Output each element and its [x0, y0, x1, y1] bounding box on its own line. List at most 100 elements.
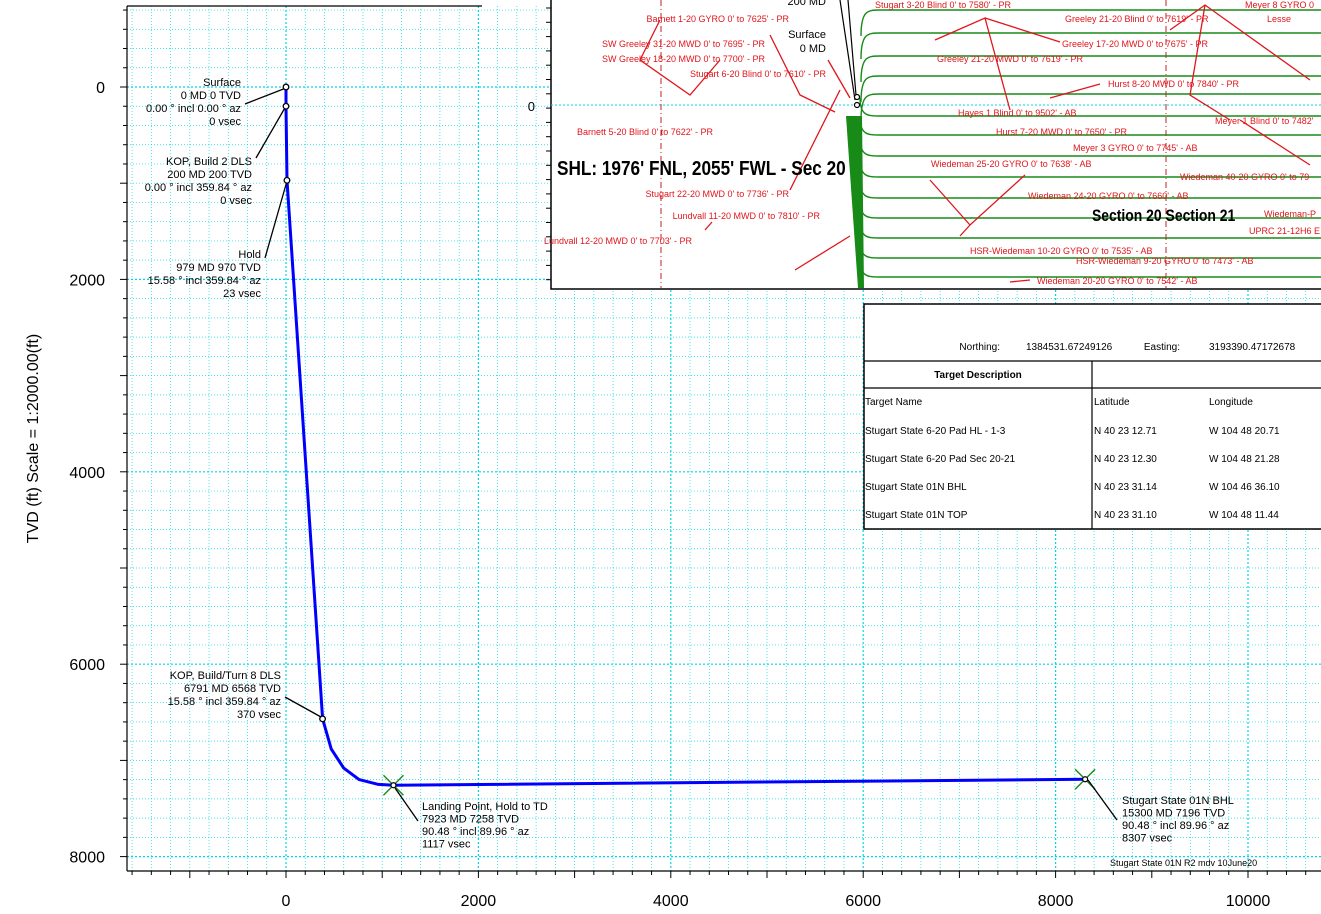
- target-label: 90.48 ° incl 89.96 ° az: [1122, 820, 1229, 832]
- x-tick-label: 10000: [1226, 893, 1271, 910]
- offset-well-label: Barnett 1-20 GYRO 0' to 7625' - PR: [646, 14, 789, 24]
- offset-well-label: UPRC 21-12H6 E: [1249, 226, 1320, 236]
- station-label: 0 vsec: [209, 116, 241, 128]
- easting-label: Easting:: [1144, 342, 1180, 353]
- target-label: Stugart State 01N BHL: [1122, 795, 1234, 807]
- target-label: 90.48 ° incl 89.96 ° az: [422, 826, 529, 838]
- station-label: 370 vsec: [237, 709, 282, 721]
- station-label: 23 vsec: [223, 288, 261, 300]
- y-axis-title: TVD (ft) Scale = 1:2000.00(ft): [25, 334, 42, 543]
- offset-well-path: [984, 17, 1061, 43]
- offset-well-label: SW Greeley 31-20 MWD 0' to 7695' - PR: [602, 39, 765, 49]
- plot-footer-label: Stugart State 01N R2 mdv 10June20: [1110, 858, 1257, 868]
- offset-well-path: [789, 89, 841, 191]
- y-tick-label: 4000: [69, 465, 105, 482]
- offset-well-label: SW Greeley 18-20 MWD 0' to 7700' - PR: [602, 54, 765, 64]
- station-label: 200 MD 200 TVD: [167, 169, 252, 181]
- y-tick-label: 2000: [69, 272, 105, 289]
- offset-well-path: [959, 224, 971, 237]
- inset-depth-label: Surface: [788, 29, 826, 41]
- target-info-table: Northing: 1384531.67249126 Easting: 3193390…: [863, 303, 1321, 530]
- x-tick-label: 6000: [845, 893, 881, 910]
- contour-line: [859, 97, 1321, 117]
- offset-well-label: Wiedeman 20-20 GYRO 0' to 7542' - AB: [1037, 276, 1198, 286]
- station-marker: [282, 83, 290, 91]
- well-path-line: [284, 87, 1086, 787]
- table-cell: N 40 23 31.10: [1094, 510, 1157, 521]
- station-label: Hold: [238, 249, 261, 261]
- leader-line: [284, 696, 322, 718]
- offset-well-label: Wiedeman 24-20 GYRO 0' to 7660' - AB: [1028, 191, 1189, 201]
- offset-well-path: [704, 221, 713, 231]
- offset-well-label: Wiedeman 40-20 GYRO 0' to 79: [1180, 172, 1309, 182]
- contour-line: [860, 32, 1321, 60]
- target-label: 7923 MD 7258 TVD: [422, 814, 519, 826]
- y-tick-label: 0: [96, 80, 105, 97]
- target-marker: [390, 782, 397, 789]
- offset-well-label: Stugart 6-20 Blind 0' to 7610' - PR: [690, 69, 827, 79]
- table-cell: N 40 23 31.14: [1094, 482, 1157, 493]
- station-label: KOP, Build 2 DLS: [166, 156, 252, 168]
- offset-well-label: Greeley 21-20 MWD 0' to 7619' - PR: [937, 54, 1083, 64]
- leader-line: [255, 105, 287, 159]
- table-cell: Stugart State 6-20 Pad HL - 1-3: [865, 426, 1006, 437]
- station-marker: [319, 715, 327, 723]
- offset-well-path: [794, 235, 851, 271]
- inset-leader-line: [839, 0, 857, 101]
- plan-view-inset: 0 Stugart 3-20 Blind 0' to 7580' - PR Meye…: [528, 0, 1321, 290]
- offset-well-label: Lesse: [1267, 14, 1291, 24]
- section-label: Section 20 Section 21: [1092, 207, 1236, 226]
- table-cell: W 104 46 36.10: [1209, 482, 1280, 493]
- table-cell: W 104 48 21.28: [1209, 454, 1280, 465]
- station-label: 15.58 ° incl 359.84 ° az: [148, 275, 261, 287]
- table-column-header: Target Name: [865, 397, 923, 408]
- grid: [127, 6, 1321, 871]
- offset-well-label: Barnett 5-20 Blind 0' to 7622' - PR: [577, 127, 714, 137]
- target-label: 1117 vsec: [422, 839, 471, 851]
- offset-well-label: Hurst 7-20 MWD 0' to 7650' - PR: [996, 127, 1127, 137]
- offset-well-label: Lundvall 12-20 MWD 0' to 7703' - PR: [544, 236, 693, 246]
- contour-line: [860, 55, 1321, 83]
- table-cell: N 40 23 12.30: [1094, 454, 1157, 465]
- table-cell: Stugart State 6-20 Pad Sec 20-21: [865, 454, 1016, 465]
- station-label: 15.58 ° incl 359.84 ° az: [168, 696, 281, 708]
- offset-well-label: Meyer 8 GYRO 0: [1245, 0, 1314, 10]
- table-column-header: Longitude: [1209, 397, 1253, 408]
- offset-well-path: [827, 59, 851, 99]
- offset-well-path: [1239, 119, 1311, 166]
- table-cell: N 40 23 12.71: [1094, 426, 1157, 437]
- wellbore-contours: [846, 9, 1321, 288]
- table-header: Target Description: [934, 370, 1022, 381]
- table-column-header: Latitude: [1094, 397, 1130, 408]
- station-marker: [282, 102, 290, 110]
- station-label: 0.00 ° incl 0.00 ° az: [146, 103, 241, 115]
- contour-line: [860, 93, 1321, 121]
- offset-well-label: Lundvall 11-20 MWD 0' to 7810' - PR: [673, 211, 821, 221]
- offset-well-label: Hayes 1 Blind 0' to 9502' - AB: [958, 108, 1077, 118]
- offset-well-label: Stugart 3-20 Blind 0' to 7580' - PR: [875, 0, 1012, 10]
- y-tick-label: 8000: [69, 850, 105, 867]
- table-cell: W 104 48 20.71: [1209, 426, 1280, 437]
- leader-line: [1087, 779, 1118, 821]
- offset-well-label: Greeley 17-20 MWD 0' to 7675' - PR: [1062, 39, 1208, 49]
- inset-tick-label: 0: [528, 99, 535, 114]
- offset-well-label: Wiedeman-P: [1264, 209, 1316, 219]
- northing-label: Northing:: [959, 342, 1000, 353]
- northing-value: 1384531.67249126: [1026, 342, 1113, 353]
- x-tick-label: 8000: [1038, 893, 1074, 910]
- inset-surface-marker: [853, 101, 861, 109]
- station-label: 0.00 ° incl 359.84 ° az: [145, 182, 252, 194]
- inset-depth-label: 0 MD: [800, 43, 826, 55]
- x-tick-label: 4000: [653, 893, 689, 910]
- offset-well-path: [1169, 4, 1311, 81]
- offset-well-path: [1009, 279, 1031, 283]
- inset-surface-marker: [853, 93, 861, 101]
- leader-line: [264, 180, 288, 259]
- offset-well-label: Meyer 1 Blind 0' to 7482': [1215, 116, 1314, 126]
- x-tick-label: 0: [282, 893, 291, 910]
